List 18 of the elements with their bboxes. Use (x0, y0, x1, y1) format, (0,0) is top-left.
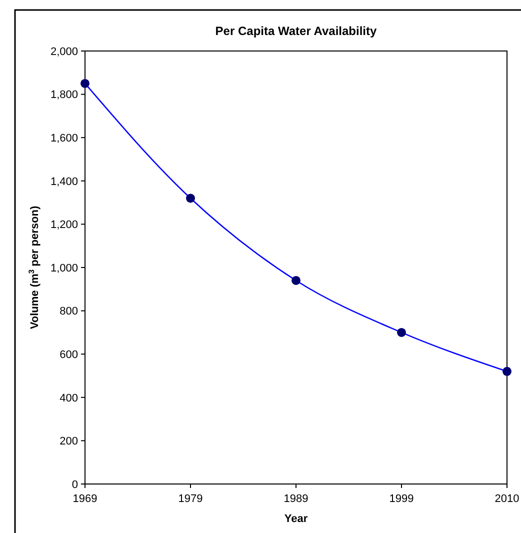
x-tick-label: 1979 (178, 493, 203, 505)
chart-title: Per Capita Water Availability (215, 24, 378, 38)
x-tick-label: 1969 (72, 493, 98, 505)
y-tick-label: 1,800 (50, 89, 78, 102)
y-tick-label: 2,000 (50, 46, 78, 58)
y-tick-label: 200 (60, 436, 78, 448)
x-axis-title: Year (284, 513, 308, 525)
y-tick-label: 400 (60, 392, 78, 404)
y-tick-label: 1,200 (50, 219, 78, 232)
x-tick-label: 2010 (494, 493, 520, 505)
x-tick-label: 1999 (389, 493, 414, 505)
y-tick-label: 1,400 (50, 176, 78, 188)
y-tick-label: 1,000 (50, 262, 78, 274)
y-tick-label: 800 (60, 306, 78, 318)
y-tick-label: 0 (72, 478, 78, 491)
y-tick-label: 600 (60, 348, 78, 361)
x-tick-label: 1989 (284, 493, 308, 505)
y-tick-label: 1,600 (50, 132, 78, 144)
